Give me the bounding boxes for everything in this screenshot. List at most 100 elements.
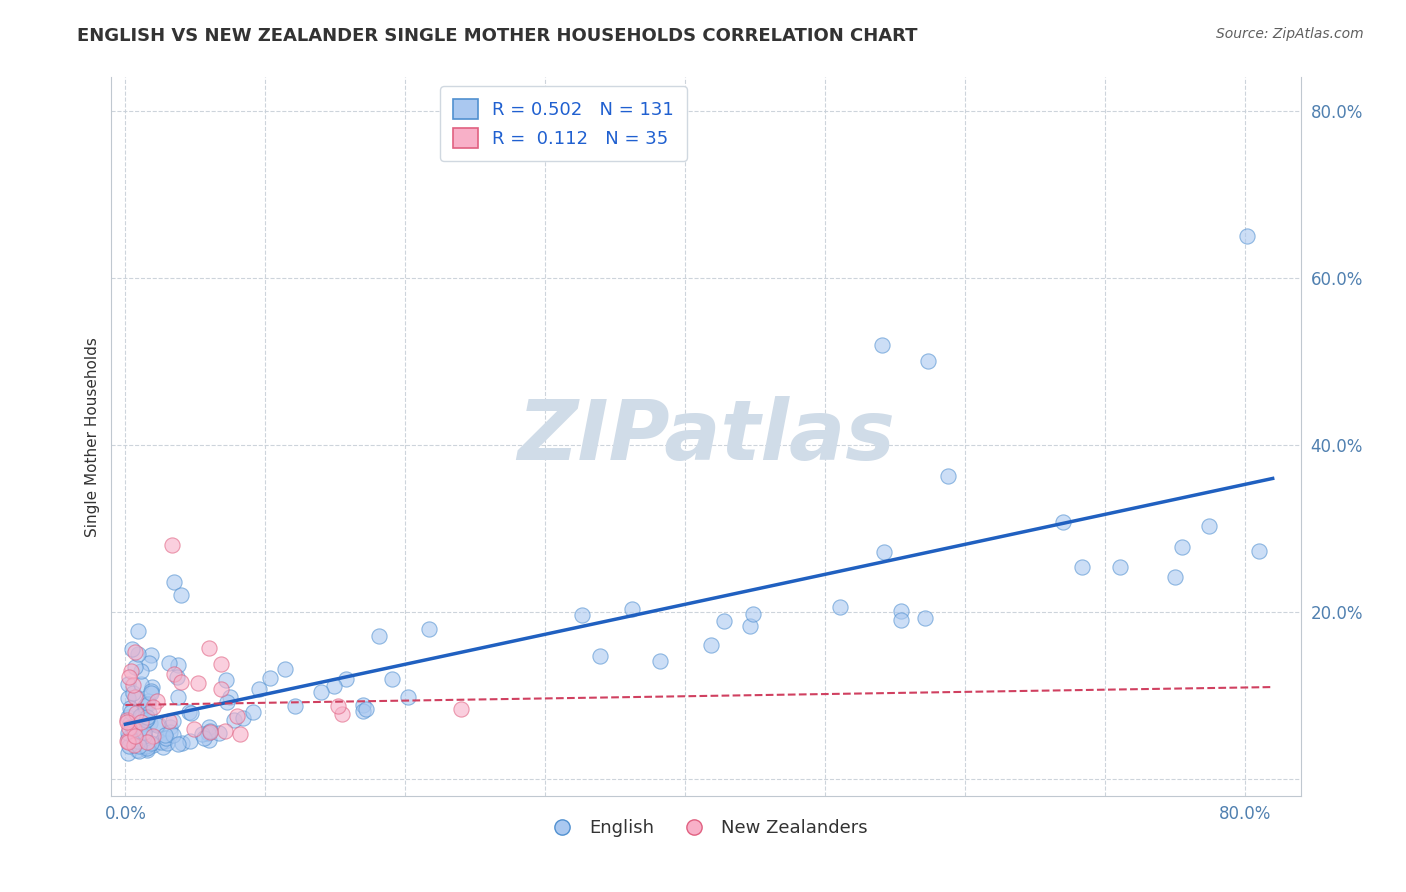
Point — [117, 691, 139, 706]
Point — [131, 723, 153, 738]
Point — [198, 719, 221, 733]
Point — [159, 724, 181, 739]
Point — [122, 738, 145, 752]
Point — [1198, 519, 1220, 533]
Point — [121, 678, 143, 692]
Point — [146, 716, 169, 731]
Point — [215, 695, 238, 709]
Text: ZIPatlas: ZIPatlas — [517, 396, 896, 477]
Point — [198, 732, 221, 747]
Point — [170, 674, 193, 689]
Point — [396, 690, 419, 704]
Point — [121, 642, 143, 657]
Point — [180, 706, 202, 720]
Point — [214, 724, 236, 739]
Point — [131, 733, 153, 747]
Point — [132, 726, 155, 740]
Point — [571, 608, 593, 623]
Point — [129, 709, 152, 723]
Point — [127, 743, 149, 757]
Point — [128, 744, 150, 758]
Point — [117, 746, 139, 760]
Point — [141, 680, 163, 694]
Point — [117, 710, 139, 724]
Point — [215, 673, 238, 688]
Point — [117, 731, 139, 745]
Point — [209, 657, 232, 672]
Point — [149, 735, 172, 749]
Point — [247, 682, 270, 697]
Point — [936, 468, 959, 483]
Point — [138, 656, 160, 670]
Point — [118, 739, 141, 753]
Text: Source: ZipAtlas.com: Source: ZipAtlas.com — [1216, 27, 1364, 41]
Point — [115, 734, 138, 748]
Point — [122, 686, 145, 700]
Point — [167, 690, 190, 705]
Point — [135, 714, 157, 728]
Point — [1052, 515, 1074, 529]
Point — [120, 716, 142, 731]
Point — [274, 662, 297, 676]
Point — [1247, 544, 1270, 558]
Point — [134, 729, 156, 743]
Point — [890, 604, 912, 618]
Point — [155, 731, 177, 746]
Point — [322, 679, 344, 693]
Point — [1071, 559, 1094, 574]
Point — [118, 722, 141, 736]
Point — [162, 714, 184, 728]
Point — [128, 739, 150, 754]
Point — [352, 704, 374, 718]
Point — [209, 681, 232, 696]
Point — [621, 602, 644, 616]
Point — [136, 697, 159, 711]
Point — [131, 706, 153, 721]
Point — [124, 660, 146, 674]
Point — [368, 629, 391, 643]
Point — [136, 713, 159, 727]
Point — [284, 698, 307, 713]
Point — [134, 699, 156, 714]
Point — [1164, 570, 1187, 584]
Point — [141, 735, 163, 749]
Point — [352, 698, 374, 712]
Point — [872, 337, 894, 351]
Point — [124, 645, 146, 659]
Point — [179, 734, 201, 748]
Point — [141, 685, 163, 699]
Point — [120, 705, 142, 719]
Point — [127, 647, 149, 661]
Point — [166, 670, 188, 684]
Point — [330, 707, 353, 722]
Point — [326, 698, 349, 713]
Point — [193, 731, 215, 745]
Point — [122, 722, 145, 736]
Point — [917, 354, 939, 368]
Point — [124, 727, 146, 741]
Point — [198, 723, 221, 738]
Point — [121, 721, 143, 735]
Point — [125, 690, 148, 704]
Point — [177, 705, 200, 719]
Y-axis label: Single Mother Households: Single Mother Households — [86, 336, 100, 536]
Point — [157, 714, 180, 729]
Point — [1171, 540, 1194, 554]
Point — [124, 729, 146, 743]
Point — [166, 737, 188, 751]
Point — [588, 649, 610, 664]
Point — [828, 599, 851, 614]
Point — [198, 724, 221, 739]
Point — [335, 672, 357, 686]
Legend: English, New Zealanders: English, New Zealanders — [537, 812, 875, 844]
Point — [163, 575, 186, 590]
Point — [914, 611, 936, 625]
Point — [115, 714, 138, 729]
Point — [152, 739, 174, 754]
Point — [219, 690, 242, 704]
Point — [136, 709, 159, 723]
Point — [135, 739, 157, 754]
Point — [159, 720, 181, 734]
Point — [742, 607, 765, 622]
Point — [117, 726, 139, 740]
